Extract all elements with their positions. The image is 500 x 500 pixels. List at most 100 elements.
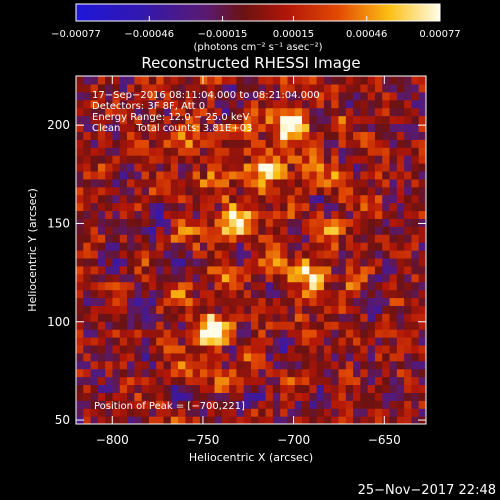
heatmap-cell <box>134 329 143 338</box>
heatmap-cell <box>338 234 347 243</box>
heatmap-cell <box>251 313 259 322</box>
heatmap-cell <box>353 123 361 132</box>
heatmap-cell <box>389 337 398 346</box>
heatmap-cell <box>280 186 289 196</box>
heatmap-cell <box>353 289 361 299</box>
heatmap-cell <box>156 376 165 386</box>
colorbar-gradient <box>76 4 440 21</box>
heatmap-cell <box>367 115 376 125</box>
heatmap-cell <box>353 344 361 354</box>
heatmap-cell <box>389 76 398 85</box>
heatmap-cell <box>353 273 361 283</box>
heatmap-cell <box>280 273 289 283</box>
heatmap-cell <box>280 376 289 386</box>
heatmap-cell <box>134 147 143 156</box>
heatmap-cell <box>316 234 325 243</box>
heatmap-cell <box>280 297 289 306</box>
heatmap-cell <box>396 186 405 196</box>
heatmap-cell <box>90 265 99 275</box>
heatmap-cell <box>265 257 274 267</box>
heatmap-cell <box>243 344 252 354</box>
heatmap-cell <box>134 170 143 180</box>
heatmap-cell <box>258 360 267 370</box>
heatmap-cell <box>97 321 106 330</box>
heatmap-cell <box>302 202 310 212</box>
heatmap-cell <box>272 321 281 330</box>
heatmap-cell <box>170 99 179 109</box>
heatmap-cell <box>338 352 347 362</box>
heatmap-cell <box>338 202 347 212</box>
heatmap-cell <box>163 376 172 386</box>
heatmap-cell <box>83 226 92 235</box>
heatmap-cell <box>97 139 106 148</box>
heatmap-cell <box>265 384 274 393</box>
heatmap-cell <box>272 91 281 101</box>
heatmap-cell <box>345 210 354 219</box>
heatmap-cell <box>287 257 296 267</box>
heatmap-cell <box>214 178 223 188</box>
heatmap-cell <box>141 305 150 314</box>
heatmap-cell <box>221 281 230 291</box>
heatmap-cell <box>76 139 84 148</box>
heatmap-cell <box>83 273 92 283</box>
heatmap-cell <box>360 392 369 401</box>
heatmap-cell <box>148 337 157 346</box>
heatmap-cell <box>119 83 128 93</box>
heatmap-cell <box>316 139 325 148</box>
heatmap-cell <box>134 313 143 322</box>
heatmap-cell <box>258 178 267 188</box>
heatmap-cell <box>112 139 121 148</box>
heatmap-cell <box>127 99 135 109</box>
heatmap-cell <box>141 352 150 362</box>
heatmap-cell <box>199 83 208 93</box>
heatmap-cell <box>389 265 398 275</box>
heatmap-cell <box>302 131 310 140</box>
heatmap-cell <box>127 297 135 306</box>
heatmap-cell <box>353 76 361 85</box>
heatmap-cell <box>374 163 383 172</box>
heatmap-cell <box>148 139 157 148</box>
heatmap-cell <box>119 123 128 132</box>
heatmap-cell <box>389 178 398 188</box>
heatmap-cell <box>170 329 179 338</box>
heatmap-cell <box>353 131 361 140</box>
heatmap-cell <box>221 360 230 370</box>
heatmap-cell <box>127 210 135 219</box>
heatmap-cell <box>374 123 383 132</box>
heatmap-cell <box>156 91 165 101</box>
heatmap-cell <box>236 250 245 259</box>
heatmap-cell <box>331 202 340 212</box>
heatmap-cell <box>90 123 99 132</box>
heatmap-cell <box>156 178 165 188</box>
heatmap-cell <box>76 194 84 204</box>
heatmap-cell <box>374 186 383 196</box>
heatmap-cell <box>207 360 216 370</box>
heatmap-cell <box>265 186 274 196</box>
heatmap-cell <box>207 178 216 188</box>
heatmap-cell <box>404 210 413 219</box>
heatmap-cell <box>236 400 245 409</box>
heatmap-cell <box>331 368 340 378</box>
heatmap-cell <box>396 297 405 306</box>
heatmap-cell <box>280 313 289 322</box>
heatmap-cell <box>353 281 361 291</box>
heatmap-cell <box>280 250 289 259</box>
heatmap-cell <box>309 273 318 283</box>
heatmap-cell <box>243 297 252 306</box>
heatmap-cell <box>360 329 369 338</box>
heatmap-cell <box>127 123 135 132</box>
heatmap-cell <box>265 305 274 314</box>
heatmap-cell <box>404 273 413 283</box>
heatmap-cell <box>185 281 194 291</box>
heatmap-cell <box>345 305 354 314</box>
heatmap-cell <box>309 163 318 172</box>
heatmap-cell <box>229 360 238 370</box>
heatmap-cell <box>265 170 274 180</box>
heatmap-cell <box>389 273 398 283</box>
heatmap-cell <box>309 83 318 93</box>
heatmap-cell <box>76 131 84 140</box>
heatmap-cell <box>83 115 92 125</box>
heatmap-cell <box>404 218 413 227</box>
heatmap-cell <box>112 115 121 125</box>
